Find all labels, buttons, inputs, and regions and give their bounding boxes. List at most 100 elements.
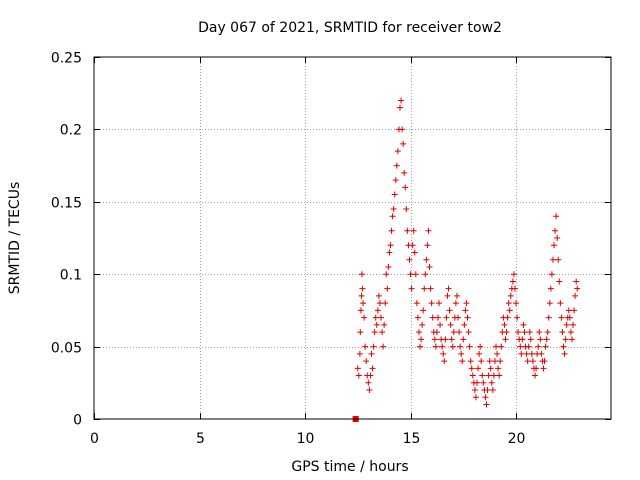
data-point <box>541 358 548 365</box>
data-point <box>455 314 462 321</box>
data-point <box>510 271 517 278</box>
data-point <box>371 329 378 336</box>
data-point <box>561 350 568 357</box>
data-point <box>390 206 397 213</box>
data-point <box>407 271 414 278</box>
data-point <box>362 343 369 350</box>
data-point <box>420 307 427 314</box>
data-point <box>396 104 403 111</box>
data-point <box>551 242 558 249</box>
data-point <box>414 314 421 321</box>
data-point <box>356 350 363 357</box>
data-point <box>546 300 553 307</box>
data-point <box>555 256 562 263</box>
data-point <box>533 365 540 372</box>
data-point <box>474 379 481 386</box>
data-point <box>393 162 400 169</box>
data-point <box>387 242 394 249</box>
data-point <box>503 329 510 336</box>
tick-layer: 0 5 10 15 20 0 0.05 0.1 0.15 0.2 0.25 <box>51 51 611 447</box>
data-point <box>381 321 388 328</box>
data-point <box>521 329 528 336</box>
data-point <box>566 314 573 321</box>
data-point <box>494 350 501 357</box>
data-point <box>538 350 545 357</box>
data-point <box>554 235 561 241</box>
data-point <box>535 343 542 350</box>
data-point <box>505 300 512 307</box>
data-point <box>403 206 410 213</box>
data-point <box>527 336 534 343</box>
data-point <box>422 271 429 278</box>
data-point <box>409 242 416 249</box>
data-point <box>540 365 547 372</box>
data-point <box>532 372 539 379</box>
data-point <box>556 278 563 285</box>
data-point <box>485 372 492 379</box>
data-point <box>391 191 398 198</box>
data-point <box>504 314 511 321</box>
data-point <box>417 343 424 350</box>
x-tick-label: 15 <box>403 431 421 447</box>
data-point <box>463 300 470 307</box>
data-point <box>358 292 365 299</box>
data-point <box>446 307 453 314</box>
data-point <box>574 285 581 292</box>
data-point <box>486 358 493 365</box>
data-point <box>537 336 544 343</box>
data-point <box>368 350 375 357</box>
data-point <box>506 307 513 314</box>
data-point <box>553 213 560 220</box>
data-point <box>376 300 383 307</box>
data-point <box>568 336 575 343</box>
data-point <box>443 314 450 321</box>
data-point <box>453 292 460 299</box>
data-point <box>411 249 418 256</box>
data-point <box>394 148 401 155</box>
data-point <box>490 372 497 379</box>
data-point <box>383 271 390 278</box>
data-point <box>357 307 364 314</box>
data-point <box>502 336 509 343</box>
data-point <box>489 387 496 394</box>
data-point <box>529 358 536 365</box>
data-point <box>476 350 483 357</box>
data-point <box>380 343 387 350</box>
data-point <box>361 314 368 321</box>
data-point <box>449 343 456 350</box>
data-point <box>536 329 543 336</box>
data-point <box>573 278 580 285</box>
data-point <box>461 321 468 328</box>
data-point <box>426 263 433 270</box>
data-point <box>410 227 417 234</box>
data-point <box>388 227 395 234</box>
data-point <box>570 321 577 328</box>
data-point <box>431 336 438 343</box>
data-point <box>525 343 532 350</box>
data-point <box>513 300 520 307</box>
data-point <box>429 314 436 321</box>
data-point <box>483 401 490 408</box>
data-point <box>487 365 494 372</box>
data-point <box>415 329 422 336</box>
data-point <box>434 314 441 321</box>
data-point <box>495 365 502 372</box>
y-tick-label: 0.05 <box>51 341 82 357</box>
data-point <box>465 329 472 336</box>
data-point <box>424 242 431 249</box>
data-point <box>384 285 391 292</box>
data-point <box>491 358 498 365</box>
data-point <box>423 256 430 263</box>
data-point <box>572 292 579 299</box>
data-point <box>366 387 373 394</box>
data-point <box>369 365 376 372</box>
data-point <box>515 329 522 336</box>
data-point <box>379 329 386 336</box>
data-point <box>399 126 406 133</box>
data-point <box>469 372 476 379</box>
data-point <box>545 314 552 321</box>
y-tick-label: 0.2 <box>60 123 82 139</box>
data-point <box>567 329 574 336</box>
data-point <box>514 314 521 321</box>
data-point <box>518 350 525 357</box>
